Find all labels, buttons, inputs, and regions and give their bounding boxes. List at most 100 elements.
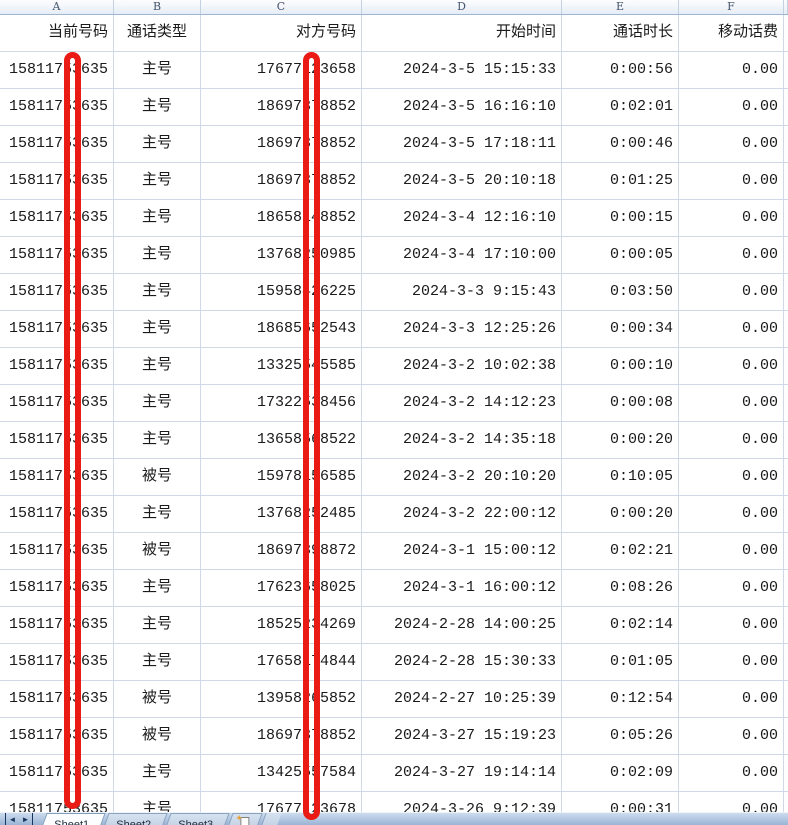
cell-current-number[interactable]: 15811753635 [0, 385, 114, 421]
cell-start-time[interactable]: 2024-3-27 15:19:23 [362, 718, 562, 754]
cell-current-number[interactable]: 15811753635 [0, 163, 114, 199]
column-header-d[interactable]: D [362, 0, 562, 14]
cell-current-number[interactable]: 15811753635 [0, 718, 114, 754]
cell-duration[interactable]: 0:03:50 [562, 274, 679, 310]
cell-mobile-fee[interactable]: 0.00 [679, 163, 784, 199]
cell-start-time[interactable]: 2024-3-2 14:12:23 [362, 385, 562, 421]
cell-start-time[interactable]: 2024-3-5 15:15:33 [362, 52, 562, 88]
cell-start-time[interactable]: 2024-3-5 17:18:11 [362, 126, 562, 162]
tab-sheet2[interactable]: Sheet2 [101, 813, 168, 825]
cell-start-time[interactable]: 2024-3-1 16:00:12 [362, 570, 562, 606]
cell-start-time[interactable]: 2024-2-28 14:00:25 [362, 607, 562, 643]
column-header-a[interactable]: A [0, 0, 114, 14]
cell-mobile-fee[interactable]: 0.00 [679, 126, 784, 162]
column-header-b[interactable]: B [114, 0, 201, 14]
cell-duration[interactable]: 0:02:14 [562, 607, 679, 643]
cell-duration[interactable]: 0:00:34 [562, 311, 679, 347]
cell-other-number[interactable]: 18658148852 [201, 200, 362, 236]
header-cell-start-time[interactable]: 开始时间 [362, 15, 562, 51]
cell-start-time[interactable]: 2024-3-1 15:00:12 [362, 533, 562, 569]
cell-other-number[interactable]: 18685652543 [201, 311, 362, 347]
cell-start-time[interactable]: 2024-3-3 12:25:26 [362, 311, 562, 347]
cell-mobile-fee[interactable]: 0.00 [679, 52, 784, 88]
cell-mobile-fee[interactable]: 0.00 [679, 237, 784, 273]
cell-mobile-fee[interactable]: 0.00 [679, 607, 784, 643]
insert-worksheet-button[interactable]: ✦ [224, 813, 263, 825]
header-cell-duration[interactable]: 通话时长 [562, 15, 679, 51]
cell-current-number[interactable]: 15811753635 [0, 422, 114, 458]
cell-duration[interactable]: 0:00:08 [562, 385, 679, 421]
cell-call-type[interactable]: 主号 [114, 422, 201, 458]
cell-duration[interactable]: 0:12:54 [562, 681, 679, 717]
cell-duration[interactable]: 0:02:21 [562, 533, 679, 569]
cell-mobile-fee[interactable]: 0.00 [679, 385, 784, 421]
cell-call-type[interactable]: 主号 [114, 274, 201, 310]
cell-other-number[interactable]: 17322538456 [201, 385, 362, 421]
cell-mobile-fee[interactable]: 0.00 [679, 718, 784, 754]
header-cell-other-number[interactable]: 对方号码 [201, 15, 362, 51]
cell-mobile-fee[interactable]: 0.00 [679, 200, 784, 236]
cell-other-number[interactable]: 18697378852 [201, 718, 362, 754]
cell-current-number[interactable]: 15811753635 [0, 89, 114, 125]
cell-other-number[interactable]: 18697398872 [201, 533, 362, 569]
cell-duration[interactable]: 0:00:15 [562, 200, 679, 236]
header-cell-call-type[interactable]: 通话类型 [114, 15, 201, 51]
cell-duration[interactable]: 0:01:25 [562, 163, 679, 199]
cell-other-number[interactable]: 18697378852 [201, 126, 362, 162]
cell-start-time[interactable]: 2024-3-2 10:02:38 [362, 348, 562, 384]
cell-start-time[interactable]: 2024-3-4 17:10:00 [362, 237, 562, 273]
cell-duration[interactable]: 0:08:26 [562, 570, 679, 606]
cell-call-type[interactable]: 被号 [114, 681, 201, 717]
tab-sheet1[interactable]: Sheet1 [39, 813, 106, 825]
cell-current-number[interactable]: 15811753635 [0, 200, 114, 236]
cell-current-number[interactable]: 15811753635 [0, 126, 114, 162]
cell-mobile-fee[interactable]: 0.00 [679, 755, 784, 791]
cell-start-time[interactable]: 2024-2-28 15:30:33 [362, 644, 562, 680]
column-header-f[interactable]: F [679, 0, 784, 14]
cell-other-number[interactable]: 18697378852 [201, 163, 362, 199]
cell-mobile-fee[interactable]: 0.00 [679, 644, 784, 680]
cell-current-number[interactable]: 15811753635 [0, 496, 114, 532]
cell-call-type[interactable]: 主号 [114, 607, 201, 643]
header-cell-current-number[interactable]: 当前号码 [0, 15, 114, 51]
cell-other-number[interactable]: 18525234269 [201, 607, 362, 643]
cell-call-type[interactable]: 主号 [114, 52, 201, 88]
cell-mobile-fee[interactable]: 0.00 [679, 89, 784, 125]
tab-scroll-next-icon[interactable]: ► [19, 813, 33, 825]
cell-start-time[interactable]: 2024-3-2 20:10:20 [362, 459, 562, 495]
cell-call-type[interactable]: 主号 [114, 311, 201, 347]
cell-other-number[interactable]: 13425557584 [201, 755, 362, 791]
cell-current-number[interactable]: 15811753635 [0, 644, 114, 680]
cell-call-type[interactable]: 主号 [114, 237, 201, 273]
cell-call-type[interactable]: 被号 [114, 533, 201, 569]
cell-other-number[interactable]: 17623658025 [201, 570, 362, 606]
cell-mobile-fee[interactable]: 0.00 [679, 533, 784, 569]
cell-call-type[interactable]: 主号 [114, 163, 201, 199]
cell-call-type[interactable]: 主号 [114, 89, 201, 125]
cell-call-type[interactable]: 主号 [114, 570, 201, 606]
cell-start-time[interactable]: 2024-3-4 12:16:10 [362, 200, 562, 236]
cell-current-number[interactable]: 15811753635 [0, 533, 114, 569]
cell-other-number[interactable]: 13958265852 [201, 681, 362, 717]
cell-current-number[interactable]: 15811753635 [0, 52, 114, 88]
cell-mobile-fee[interactable]: 0.00 [679, 311, 784, 347]
cell-start-time[interactable]: 2024-3-2 22:00:12 [362, 496, 562, 532]
cell-mobile-fee[interactable]: 0.00 [679, 570, 784, 606]
cell-call-type[interactable]: 被号 [114, 718, 201, 754]
cell-other-number[interactable]: 15978156585 [201, 459, 362, 495]
cell-call-type[interactable]: 主号 [114, 126, 201, 162]
cell-duration[interactable]: 0:00:20 [562, 496, 679, 532]
cell-call-type[interactable]: 主号 [114, 200, 201, 236]
header-cell-mobile-fee[interactable]: 移动话费 [679, 15, 784, 51]
cell-start-time[interactable]: 2024-3-27 19:14:14 [362, 755, 562, 791]
cell-other-number[interactable]: 15958426225 [201, 274, 362, 310]
cell-start-time[interactable]: 2024-3-2 14:35:18 [362, 422, 562, 458]
tab-sheet3[interactable]: Sheet3 [163, 813, 230, 825]
cell-call-type[interactable]: 主号 [114, 644, 201, 680]
cell-other-number[interactable]: 13768250985 [201, 237, 362, 273]
cell-other-number[interactable]: 18697378852 [201, 89, 362, 125]
cell-call-type[interactable]: 主号 [114, 385, 201, 421]
cell-mobile-fee[interactable]: 0.00 [679, 681, 784, 717]
cell-other-number[interactable]: 13658568522 [201, 422, 362, 458]
cell-call-type[interactable]: 主号 [114, 755, 201, 791]
